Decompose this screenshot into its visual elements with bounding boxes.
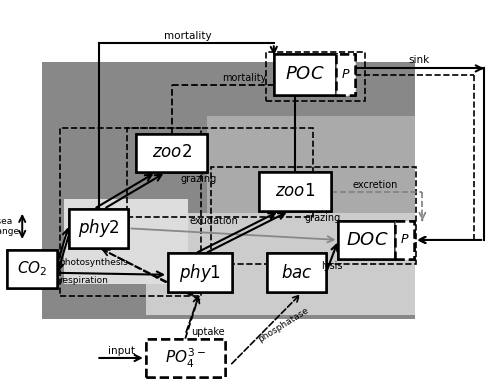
Bar <box>395 221 414 259</box>
Bar <box>146 213 415 315</box>
Text: $\mathit{P}$: $\mathit{P}$ <box>400 233 410 247</box>
Text: $\mathit{POC}$: $\mathit{POC}$ <box>285 65 325 84</box>
Bar <box>336 54 355 95</box>
Bar <box>146 339 225 377</box>
Bar <box>168 253 232 292</box>
Bar <box>211 167 416 264</box>
Text: $\mathit{zoo2}$: $\mathit{zoo2}$ <box>152 144 192 161</box>
Bar <box>259 172 331 211</box>
Bar <box>69 209 128 248</box>
Text: $\mathit{DOC}$: $\mathit{DOC}$ <box>345 231 388 249</box>
Bar <box>42 62 415 319</box>
Text: respiration: respiration <box>59 276 108 285</box>
Text: $\mathit{bac}$: $\mathit{bac}$ <box>281 264 312 282</box>
Bar <box>136 134 207 172</box>
Bar <box>274 54 336 95</box>
Bar <box>127 128 313 217</box>
Bar <box>338 221 395 259</box>
Bar <box>136 134 207 172</box>
Text: $\mathit{DOC}$: $\mathit{DOC}$ <box>345 231 388 249</box>
Text: $\mathit{POC}$: $\mathit{POC}$ <box>285 65 325 84</box>
Bar <box>64 199 188 284</box>
Text: uptake: uptake <box>191 327 224 337</box>
Text: excretion: excretion <box>353 180 398 190</box>
Bar <box>267 253 326 292</box>
Bar <box>274 54 336 95</box>
Text: $PO_4^{3-}$: $PO_4^{3-}$ <box>165 346 206 370</box>
Text: mortality: mortality <box>222 73 267 83</box>
Text: $\mathit{zoo1}$: $\mathit{zoo1}$ <box>275 183 315 200</box>
Bar <box>259 172 331 211</box>
Bar <box>395 221 414 259</box>
Text: $\mathit{bac}$: $\mathit{bac}$ <box>281 264 312 282</box>
Bar <box>336 54 355 95</box>
Text: lysis: lysis <box>322 261 343 271</box>
Text: $\mathit{P}$: $\mathit{P}$ <box>340 68 350 81</box>
Text: mortality: mortality <box>164 31 211 41</box>
Text: $\mathit{phy1}$: $\mathit{phy1}$ <box>179 262 221 284</box>
Bar <box>267 253 326 292</box>
Text: $\mathit{phy2}$: $\mathit{phy2}$ <box>78 217 120 239</box>
Bar <box>168 253 232 292</box>
Text: grazing: grazing <box>181 174 217 184</box>
Bar <box>266 52 365 101</box>
Text: $CO_2$: $CO_2$ <box>17 260 47 278</box>
Bar <box>69 209 128 248</box>
Text: $\mathit{P}$: $\mathit{P}$ <box>340 68 350 81</box>
Text: phosphatase: phosphatase <box>256 306 310 344</box>
Bar <box>146 339 225 377</box>
Text: $\mathit{P}$: $\mathit{P}$ <box>400 233 410 247</box>
Bar <box>60 128 201 296</box>
Text: $\mathit{phy1}$: $\mathit{phy1}$ <box>179 262 221 284</box>
Bar <box>7 250 57 288</box>
Text: $\mathit{zoo1}$: $\mathit{zoo1}$ <box>275 183 315 200</box>
Bar <box>7 250 57 288</box>
Text: $\mathit{zoo2}$: $\mathit{zoo2}$ <box>152 144 192 161</box>
Text: exudation: exudation <box>189 216 238 226</box>
Text: sink: sink <box>409 55 430 65</box>
Text: input: input <box>108 346 134 356</box>
Text: $CO_2$: $CO_2$ <box>17 260 47 278</box>
Text: photosynthesis: photosynthesis <box>59 258 128 267</box>
Text: grazing: grazing <box>304 213 340 223</box>
Text: air-sea
exchange: air-sea exchange <box>0 217 20 236</box>
Text: $PO_4^{3-}$: $PO_4^{3-}$ <box>165 346 206 370</box>
Bar <box>207 116 415 277</box>
Bar <box>338 221 395 259</box>
Text: $\mathit{phy2}$: $\mathit{phy2}$ <box>78 217 120 239</box>
